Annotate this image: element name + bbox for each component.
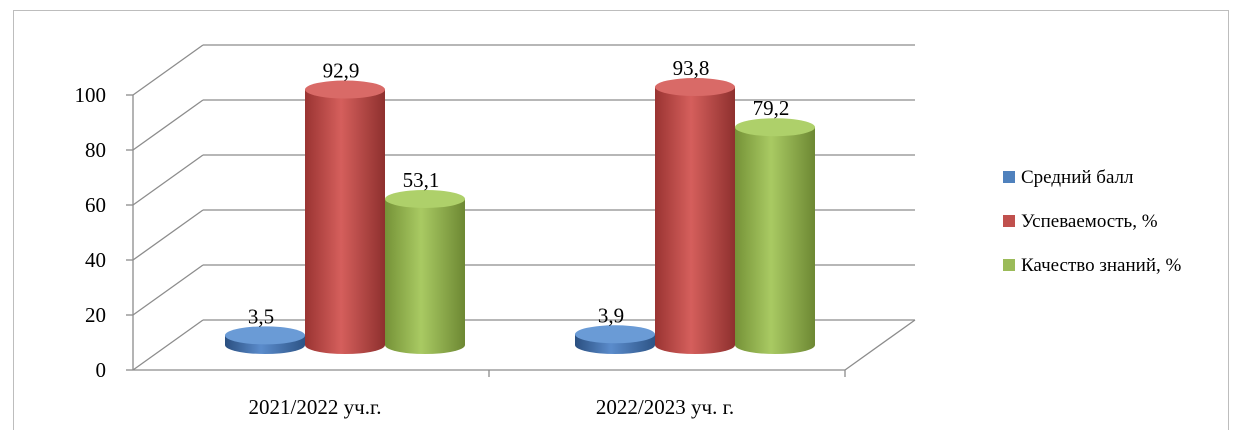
bar-top [385, 189, 465, 208]
data-label: 79,2 [753, 96, 790, 120]
data-label: 3,9 [598, 303, 624, 327]
gridline-side [132, 99, 204, 151]
bar-top [305, 80, 385, 99]
chart-frame [13, 10, 1229, 430]
gridline-side [132, 44, 204, 96]
x-category-label: 2021/2022 уч.г. [249, 395, 382, 419]
data-label: 53,1 [403, 168, 440, 192]
gridline-side [132, 264, 204, 316]
legend-entry: Качество знаний, % [1021, 255, 1181, 276]
bar-top [225, 326, 305, 345]
y-tick-label: 0 [96, 358, 107, 382]
legend-swatch [1003, 171, 1015, 183]
y-tick-label: 100 [75, 83, 107, 107]
bar-kachestvo [735, 127, 815, 354]
data-label: 93,8 [673, 56, 710, 80]
chart-labels: 2021/2022 уч.г. 2022/2023 уч. г. 3,5 92,9 53… [248, 56, 790, 419]
chart-legend: Средний балл Успеваемость, % Качество знан… [1003, 167, 1181, 276]
floor-right-edge [844, 319, 916, 371]
bar-uspevaemost [305, 89, 385, 355]
legend-swatch [1003, 215, 1015, 227]
legend-swatch [1003, 259, 1015, 271]
y-tick-label: 40 [85, 248, 106, 272]
bar-top [575, 325, 655, 344]
y-tick-label: 80 [85, 138, 106, 162]
gridline-side [132, 209, 204, 261]
gridline-side [132, 154, 204, 206]
legend-entry: Успеваемость, % [1021, 211, 1158, 232]
data-label: 92,9 [323, 59, 360, 83]
y-tick-label: 60 [85, 193, 106, 217]
chart-bars [225, 78, 815, 355]
x-category-label: 2022/2023 уч. г. [596, 395, 734, 419]
gridline-side [132, 319, 204, 371]
bar-uspevaemost [655, 87, 735, 355]
y-tick-label: 20 [85, 303, 106, 327]
bar-top [655, 78, 735, 97]
bar-top [735, 118, 815, 137]
bar-kachestvo [385, 198, 465, 354]
chart-axes: 0 20 40 60 80 100 [75, 83, 916, 382]
data-label: 3,5 [248, 304, 274, 328]
legend-entry: Средний балл [1021, 167, 1134, 188]
